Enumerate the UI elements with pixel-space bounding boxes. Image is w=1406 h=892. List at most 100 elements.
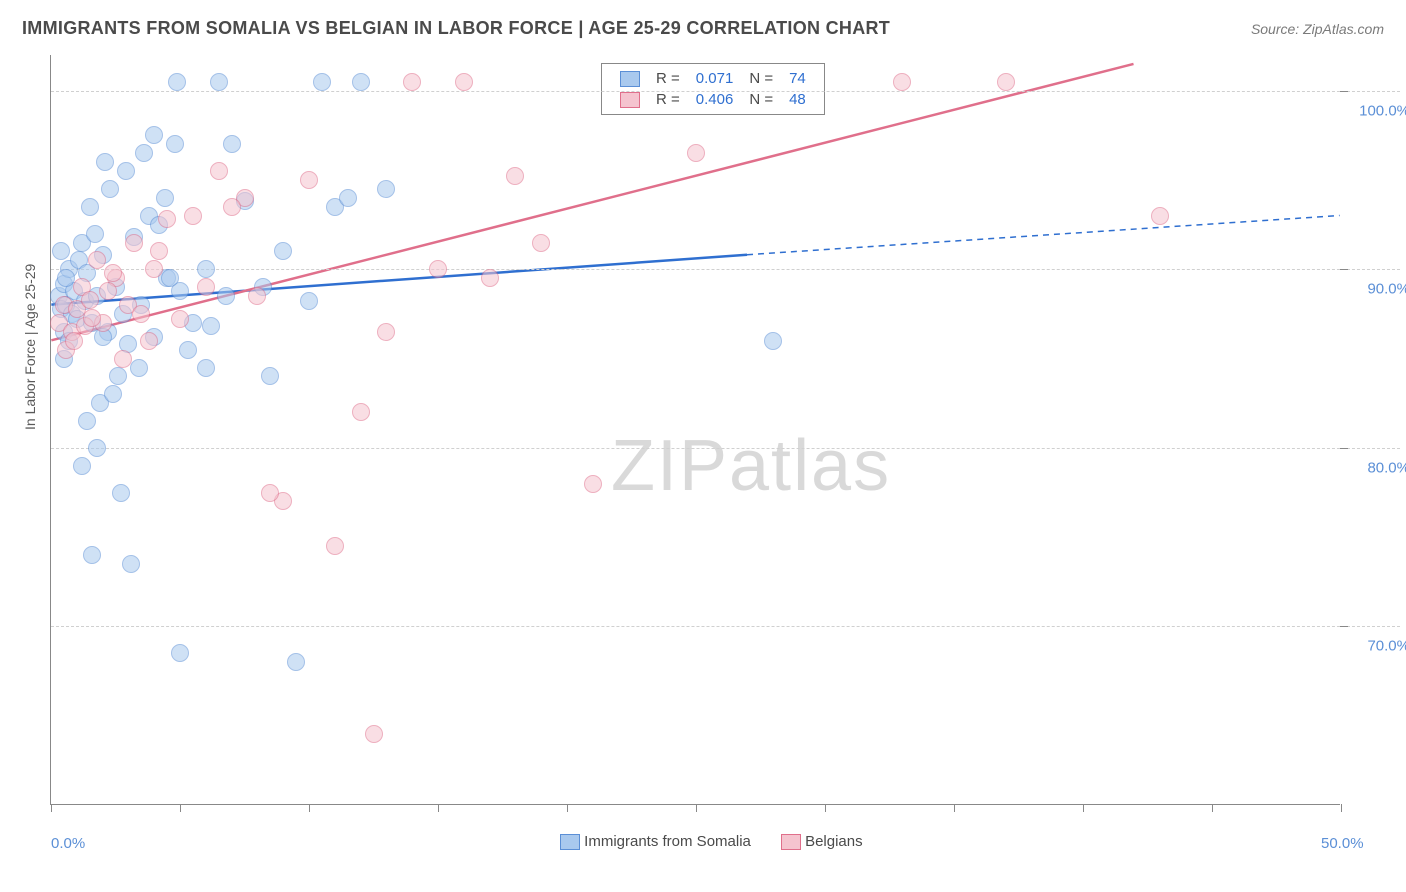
data-point (156, 189, 174, 207)
data-point (223, 135, 241, 153)
data-point (179, 341, 197, 359)
data-point (117, 162, 135, 180)
data-point (135, 144, 153, 162)
data-point (86, 225, 104, 243)
data-point (197, 359, 215, 377)
data-point (88, 439, 106, 457)
data-point (83, 546, 101, 564)
data-point (88, 251, 106, 269)
data-point (122, 555, 140, 573)
data-point (197, 260, 215, 278)
legend-item: Belgians (781, 833, 863, 850)
y-axis-label: In Labor Force | Age 25-29 (22, 264, 38, 430)
data-point (313, 73, 331, 91)
data-point (78, 412, 96, 430)
data-point (532, 234, 550, 252)
y-tick-label: 70.0% (1367, 638, 1406, 655)
data-point (104, 385, 122, 403)
data-point (300, 292, 318, 310)
x-tick (567, 804, 568, 812)
data-point (104, 264, 122, 282)
data-point (112, 484, 130, 502)
source-label: Source: ZipAtlas.com (1251, 21, 1384, 37)
trend-lines (51, 55, 1340, 804)
x-tick (1341, 804, 1342, 812)
data-point (83, 309, 101, 327)
data-point (150, 242, 168, 260)
x-tick (438, 804, 439, 812)
data-point (352, 403, 370, 421)
data-point (81, 198, 99, 216)
data-point (101, 180, 119, 198)
data-point (184, 207, 202, 225)
data-point (261, 484, 279, 502)
data-point (223, 198, 241, 216)
x-tick (1212, 804, 1213, 812)
legend-label: Belgians (805, 833, 863, 850)
x-tick (180, 804, 181, 812)
data-point (261, 367, 279, 385)
data-point (114, 350, 132, 368)
data-point (171, 310, 189, 328)
y-tick-label: 100.0% (1359, 102, 1406, 119)
legend-correlation: R =0.071 N =74 R =0.406 N =48 (601, 63, 825, 115)
data-point (109, 367, 127, 385)
data-point (210, 162, 228, 180)
data-point (197, 278, 215, 296)
gridline (51, 626, 1400, 627)
data-point (210, 73, 228, 91)
y-tick (1340, 448, 1348, 449)
gridline (51, 448, 1400, 449)
data-point (81, 291, 99, 309)
data-point (202, 317, 220, 335)
data-point (130, 359, 148, 377)
data-point (377, 180, 395, 198)
data-point (764, 332, 782, 350)
y-tick (1340, 91, 1348, 92)
data-point (125, 234, 143, 252)
data-point (352, 73, 370, 91)
data-point (145, 260, 163, 278)
data-point (287, 653, 305, 671)
data-point (96, 153, 114, 171)
x-tick (954, 804, 955, 812)
data-point (52, 242, 70, 260)
x-tick (51, 804, 52, 812)
legend-item: Immigrants from Somalia (560, 833, 751, 850)
data-point (217, 287, 235, 305)
data-point (168, 73, 186, 91)
data-point (506, 167, 524, 185)
data-point (171, 644, 189, 662)
data-point (274, 242, 292, 260)
gridline (51, 91, 1400, 92)
data-point (145, 126, 163, 144)
data-point (158, 210, 176, 228)
data-point (326, 537, 344, 555)
x-tick-label: 50.0% (1321, 835, 1364, 852)
chart-title: IMMIGRANTS FROM SOMALIA VS BELGIAN IN LA… (22, 18, 890, 39)
plot-area: ZIPatlas R =0.071 N =74 R =0.406 N =48 7… (50, 55, 1340, 805)
data-point (377, 323, 395, 341)
data-point (339, 189, 357, 207)
legend-label: Immigrants from Somalia (584, 833, 751, 850)
gridline (51, 269, 1400, 270)
data-point (403, 73, 421, 91)
y-tick-label: 80.0% (1367, 459, 1406, 476)
data-point (140, 332, 158, 350)
x-tick (696, 804, 697, 812)
data-point (248, 287, 266, 305)
header: IMMIGRANTS FROM SOMALIA VS BELGIAN IN LA… (22, 18, 1384, 39)
x-tick (309, 804, 310, 812)
y-tick (1340, 626, 1348, 627)
data-point (132, 305, 150, 323)
data-point (99, 282, 117, 300)
x-tick-label: 0.0% (51, 835, 85, 852)
legend-series: Immigrants from Somalia Belgians (560, 833, 863, 850)
data-point (687, 144, 705, 162)
data-point (997, 73, 1015, 91)
watermark: ZIPatlas (611, 425, 891, 507)
data-point (73, 457, 91, 475)
data-point (481, 269, 499, 287)
x-tick (1083, 804, 1084, 812)
data-point (429, 260, 447, 278)
